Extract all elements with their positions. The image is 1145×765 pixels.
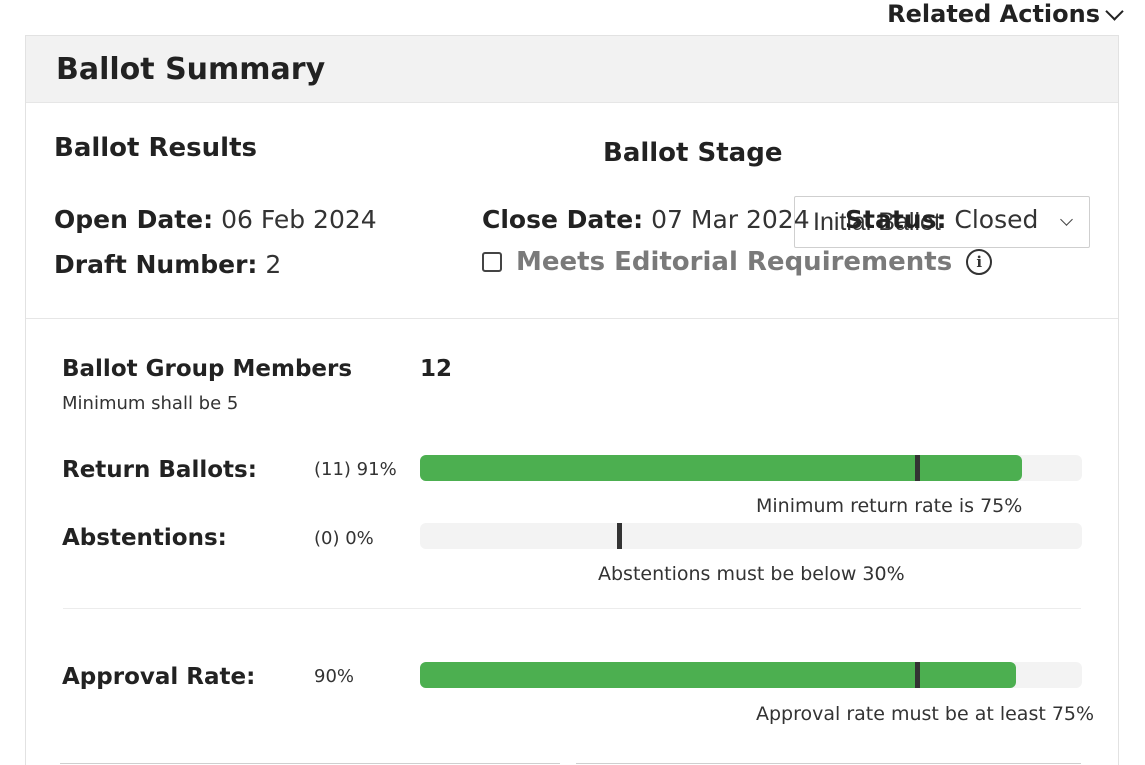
draft-number-label: Draft Number: [54, 250, 258, 279]
return-ballots-bar [420, 455, 1082, 481]
abstentions-note: Abstentions must be below 30% [598, 563, 905, 585]
draft-number-value: 2 [265, 250, 282, 279]
abstentions-bar [420, 523, 1082, 549]
approval-rate-fill [420, 662, 1016, 688]
ballot-group-members-label: Ballot Group Members [62, 356, 353, 382]
approval-rate-bar [420, 662, 1082, 688]
editorial-requirements: Meets Editorial Requirements i [482, 247, 993, 277]
ballot-stage-label: Ballot Stage [603, 138, 783, 168]
close-date-value: 07 Mar 2024 [651, 205, 810, 234]
bottom-divider-left [60, 763, 560, 764]
card-header: Ballot Summary [26, 36, 1118, 103]
section-divider [63, 608, 1081, 609]
ballot-results-section: Ballot Results Ballot Stage Initial Ball… [26, 103, 1118, 319]
status-value: Closed [954, 205, 1039, 234]
approval-rate-threshold-marker [914, 662, 920, 688]
chevron-down-icon [1060, 213, 1073, 226]
open-date: Open Date: 06 Feb 2024 [54, 205, 377, 234]
close-date: Close Date: 07 Mar 2024 [482, 205, 810, 234]
draft-number: Draft Number: 2 [54, 250, 281, 279]
ballot-summary-card: Ballot Summary Ballot Results Ballot Sta… [25, 35, 1119, 765]
related-actions-label: Related Actions [887, 0, 1100, 28]
ballot-results-title: Ballot Results [54, 133, 257, 163]
editorial-checkbox[interactable] [482, 252, 502, 272]
ballot-stage-select[interactable]: Initial Ballot [794, 196, 1090, 248]
status-label: Status: [845, 205, 947, 234]
abstentions-value: (0) 0% [314, 528, 374, 549]
chevron-down-icon [1105, 1, 1124, 21]
approval-rate-label: Approval Rate: [62, 664, 256, 690]
return-ballots-threshold-marker [914, 455, 920, 481]
close-date-label: Close Date: [482, 205, 644, 234]
return-ballots-fill [420, 455, 1023, 481]
ballot-group-members-note: Minimum shall be 5 [62, 393, 239, 414]
approval-rate-note: Approval rate must be at least 75% [756, 703, 1095, 725]
card-title: Ballot Summary [56, 51, 326, 87]
bottom-divider-right [576, 763, 1081, 764]
editorial-label: Meets Editorial Requirements [516, 247, 953, 277]
return-ballots-value: (11) 91% [314, 459, 397, 480]
info-icon[interactable]: i [966, 249, 993, 275]
open-date-value: 06 Feb 2024 [221, 205, 377, 234]
abstentions-threshold-marker [616, 523, 622, 549]
ballot-stage-value: Initial Ballot [813, 207, 941, 236]
return-ballots-note: Minimum return rate is 75% [756, 495, 1023, 517]
approval-rate-value: 90% [314, 666, 355, 687]
open-date-label: Open Date: [54, 205, 214, 234]
related-actions-menu[interactable]: Related Actions [887, 0, 1124, 28]
status: Status: Closed [845, 205, 1038, 234]
ballot-group-members-value: 12 [420, 356, 453, 382]
return-ballots-label: Return Ballots: [62, 457, 257, 483]
abstentions-label: Abstentions: [62, 525, 227, 551]
